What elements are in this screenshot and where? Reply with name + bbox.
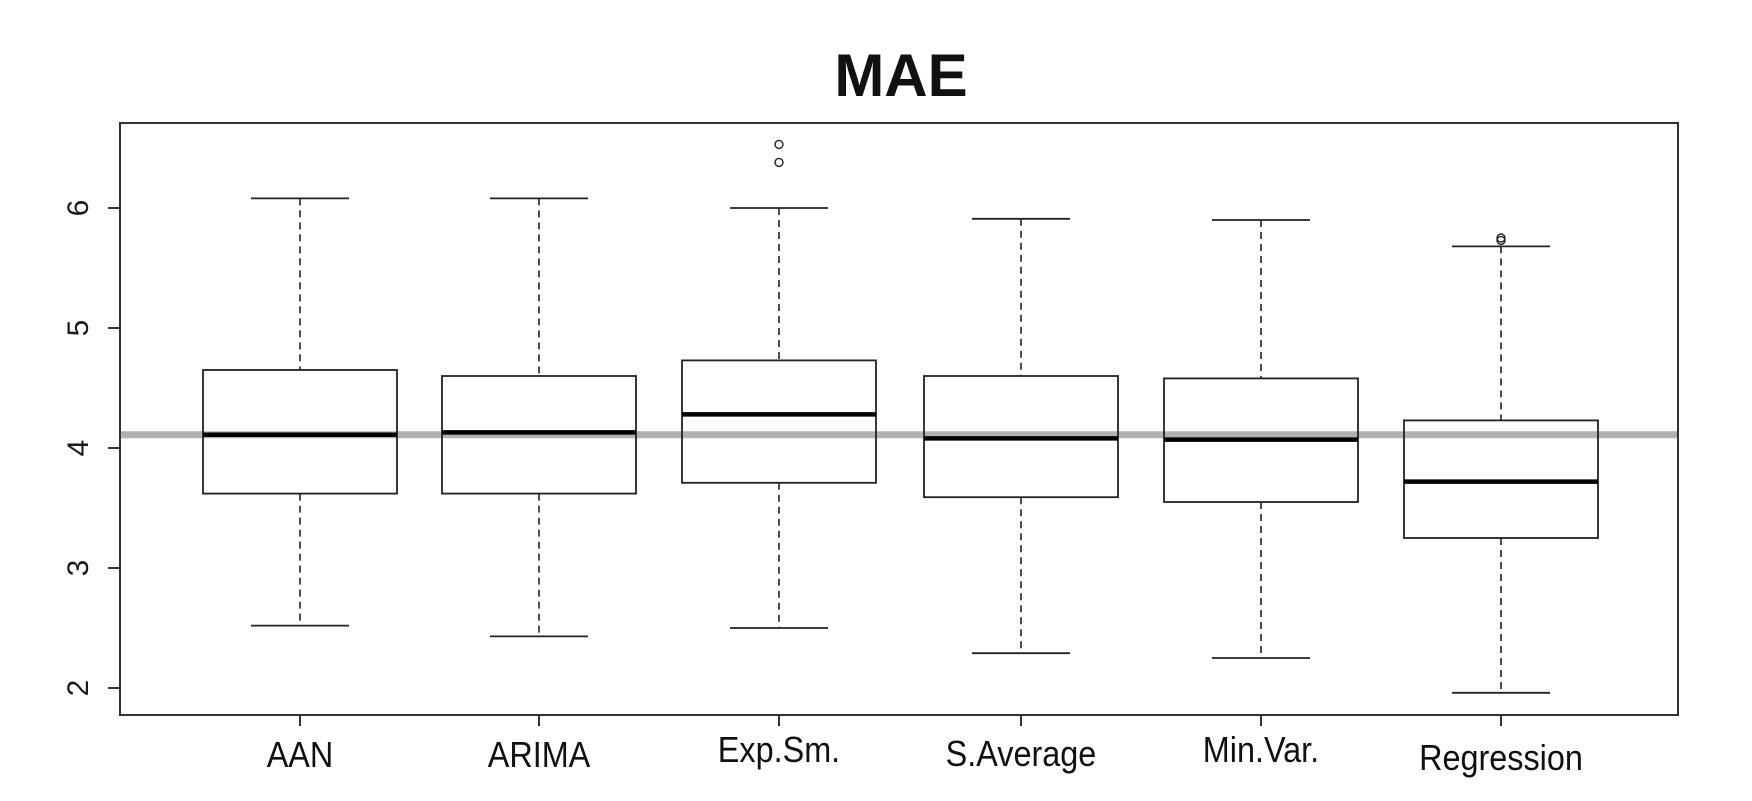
box-aan — [202, 197, 398, 627]
x-tick-label: S.Average — [946, 734, 1097, 774]
outlier-point — [774, 157, 784, 168]
box-exp-sm — [681, 139, 877, 629]
x-tick-label: ARIMA — [488, 735, 591, 775]
box-min-var — [1163, 219, 1359, 659]
x-tick-label: AAN — [267, 735, 334, 775]
box-arima — [441, 197, 637, 638]
y-tick-label: 3 — [62, 560, 95, 577]
iqr-box — [681, 359, 877, 484]
iqr-box — [1403, 419, 1599, 539]
box-s-average — [923, 217, 1119, 655]
y-tick-label: 6 — [62, 200, 95, 217]
outlier-point — [1496, 233, 1506, 243]
boxes-layer — [202, 139, 1599, 694]
outlier-point — [774, 139, 784, 150]
iqr-box — [202, 369, 398, 495]
y-axis: 2 3 4 5 6 — [62, 200, 120, 697]
box-regression — [1403, 233, 1599, 694]
x-axis: AAN ARIMA Exp.Sm. S.Average Min.Var. Regressi… — [267, 715, 1583, 778]
x-tick-label: Exp.Sm. — [718, 730, 840, 770]
x-tick-label: Min.Var. — [1203, 730, 1319, 770]
y-tick-label: 4 — [62, 440, 95, 457]
y-tick-label: 2 — [62, 680, 95, 697]
plot-frame — [119, 122, 1679, 716]
chart-title: MAE — [834, 42, 967, 109]
x-tick-label: Regression — [1419, 738, 1583, 778]
iqr-box — [441, 375, 637, 495]
y-tick-label: 5 — [62, 320, 95, 337]
